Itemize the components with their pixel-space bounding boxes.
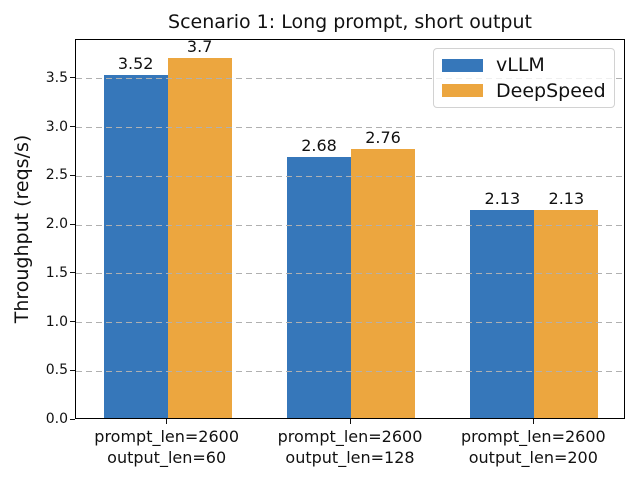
bar-vllm-group3 [470, 210, 535, 418]
y-tick-mark [70, 369, 75, 371]
gridline [76, 175, 624, 177]
gridline [76, 127, 624, 129]
gridline [76, 224, 624, 226]
x-tick-label: prompt_len=2600 output_len=128 [277, 427, 423, 467]
y-tick-mark [70, 174, 75, 176]
legend-item-deepspeed: DeepSpeed [434, 80, 614, 102]
y-tick-label: 2.5 [45, 167, 68, 184]
bar-vllm-group2 [287, 156, 351, 418]
legend-label: vLLM [496, 54, 545, 77]
chart-title: Scenario 1: Long prompt, short output [168, 11, 532, 33]
y-tick-mark [70, 223, 75, 225]
bar-deepspeed-group1 [167, 57, 232, 418]
gridline [76, 370, 624, 372]
bar-deepspeed-group2 [351, 149, 415, 418]
x-tick-mark [166, 419, 168, 424]
bar-value-label: 3.52 [117, 54, 154, 74]
bar-vllm-group1 [103, 75, 168, 418]
x-tick-mark [349, 419, 351, 424]
y-tick-label: 1.0 [45, 313, 68, 330]
bar-deepspeed-group3 [534, 210, 599, 418]
x-tick-mark [532, 419, 534, 424]
legend-item-vllm: vLLM [434, 54, 614, 76]
x-tick-label: prompt_len=2600 output_len=200 [460, 427, 606, 467]
bar-value-label: 2.68 [301, 135, 337, 155]
y-tick-label: 3.0 [45, 118, 68, 135]
bar-value-label: 2.13 [548, 189, 585, 209]
legend-label: DeepSpeed [496, 79, 606, 102]
y-tick-label: 2.0 [45, 216, 68, 233]
y-tick-mark [70, 321, 75, 323]
bar-value-label: 2.13 [484, 189, 521, 209]
gridline [76, 322, 624, 324]
bar-value-label: 2.76 [365, 128, 401, 148]
y-tick-mark [70, 418, 75, 420]
y-tick-mark [70, 272, 75, 274]
y-tick-label: 1.5 [45, 264, 68, 281]
x-tick-label: prompt_len=2600 output_len=60 [94, 427, 240, 467]
legend-swatch-deepspeed [442, 84, 483, 98]
y-tick-label: 0.0 [45, 411, 68, 427]
legend: vLLM DeepSpeed [433, 48, 615, 108]
y-tick-mark [70, 77, 75, 79]
legend-swatch-vllm [442, 58, 483, 72]
bar-value-label: 3.7 [186, 36, 213, 56]
y-tick-label: 0.5 [45, 362, 68, 379]
y-tick-label: 3.5 [45, 69, 68, 86]
gridline [76, 78, 624, 80]
gridline [76, 273, 624, 275]
y-tick-mark [70, 126, 75, 128]
